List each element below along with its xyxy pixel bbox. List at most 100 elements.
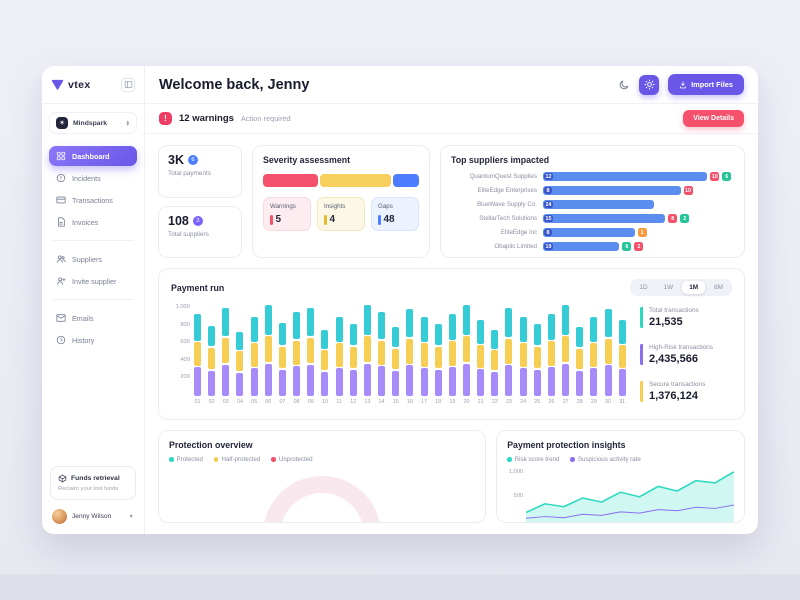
- bar-10: [321, 330, 329, 396]
- stat-value: 3K: [168, 153, 184, 167]
- supplier-row: EliteEdge Enterprises 8 10: [451, 186, 734, 196]
- theme-toggle-button[interactable]: [639, 74, 660, 95]
- range-button-1w[interactable]: 1W: [657, 281, 681, 294]
- bar-31: [618, 320, 626, 396]
- supplier-badge: 10: [683, 186, 693, 196]
- x-label: 21: [477, 399, 484, 405]
- sidebar-item-label: Emails: [72, 313, 94, 323]
- user-plus-icon: [56, 276, 66, 286]
- nav-divider: [52, 240, 134, 241]
- sidebar-item-invite-supplier[interactable]: Invite supplier: [49, 271, 137, 291]
- x-label: 22: [491, 399, 498, 405]
- sidebar-item-emails[interactable]: Emails: [49, 308, 137, 328]
- funds-retrieval-card[interactable]: Funds retrieval Reclaim your lost funds: [50, 466, 136, 500]
- x-label: 12: [350, 399, 357, 405]
- moon-icon[interactable]: [618, 79, 630, 91]
- protection-overview-card: Protection overview Protected Half-protec…: [158, 430, 487, 523]
- severity-item-tick: [378, 214, 381, 225]
- legend-dot: [213, 457, 219, 462]
- bar-05: [250, 316, 258, 396]
- protection-legend: Protected Half-protected Unprotected: [169, 456, 475, 463]
- sidebar-item-transactions[interactable]: Transactions: [49, 190, 137, 210]
- supplier-badge: 2: [680, 214, 690, 224]
- x-label: 13: [364, 399, 371, 405]
- sidebar-item-invoices[interactable]: Invoices: [49, 212, 137, 232]
- severity-item-tick: [324, 214, 327, 225]
- sidebar-item-dashboard[interactable]: Dashboard: [49, 146, 137, 166]
- severity-item-insights: Insights 4: [317, 197, 365, 231]
- severity-item-value: 4: [329, 214, 336, 225]
- insights-title: Payment protection insights: [507, 440, 626, 450]
- severity-item-tick: [270, 214, 273, 225]
- sidebar-item-history[interactable]: History: [49, 330, 137, 350]
- top-suppliers-title: Top suppliers impacted: [451, 155, 550, 165]
- mail-icon: [56, 313, 66, 323]
- warning-count: 12 warnings: [179, 113, 234, 124]
- supplier-count-chip: 8: [544, 229, 552, 237]
- warning-action-text: Action required: [240, 114, 291, 123]
- x-label: 01: [194, 399, 201, 405]
- severity-assessment-card: Severity assessment Warnings 5 Insights 4 Ga…: [252, 145, 430, 258]
- supplier-name: StellarTech Solutions: [479, 215, 537, 223]
- x-label: 29: [590, 399, 597, 405]
- import-files-button[interactable]: Import Files: [668, 74, 744, 95]
- warnings-bar: ! 12 warnings Action required View Detai…: [145, 104, 758, 134]
- avatar: [52, 509, 67, 524]
- user-menu[interactable]: Jenny Wilson ▼: [50, 500, 136, 526]
- workspace-icon: ✶: [56, 117, 68, 129]
- range-button-1d[interactable]: 1D: [632, 281, 654, 294]
- stat-label: Total suppliers: [168, 230, 209, 238]
- range-button-1m[interactable]: 1M: [682, 281, 706, 294]
- bar-20: [462, 304, 470, 396]
- bar-08: [293, 312, 301, 396]
- summary-item: Total transactions 21,535: [640, 307, 732, 328]
- sun-icon: [644, 79, 655, 90]
- time-range-group: 1D 1W 1M 6M: [630, 279, 732, 296]
- severity-stacked-bar: [263, 174, 419, 187]
- nav-divider: [52, 299, 134, 300]
- insights-legend: Risk score trend Suspicious activity rate: [507, 456, 734, 463]
- summary-label: Total transactions: [649, 307, 699, 314]
- bar-19: [448, 313, 456, 396]
- supplier-row: StellarTech Solutions 15 8 2: [451, 214, 734, 224]
- sidebar-item-suppliers[interactable]: Suppliers: [49, 249, 137, 269]
- workspace-name: Mindspark: [73, 119, 107, 127]
- x-label: 07: [279, 399, 286, 405]
- bar-03: [222, 307, 230, 396]
- x-label: 09: [307, 399, 314, 405]
- supplier-bar: 8: [543, 186, 681, 196]
- import-icon: [680, 81, 687, 88]
- supplier-count-chip: 19: [544, 243, 553, 251]
- summary-item: Secure transactions 1,376,124: [640, 381, 732, 402]
- x-label: 15: [392, 399, 399, 405]
- x-label: 04: [236, 399, 243, 405]
- sidebar-item-incidents[interactable]: Incidents: [49, 168, 137, 188]
- funds-subtitle: Reclaim your lost funds: [58, 486, 119, 492]
- x-label: 30: [605, 399, 612, 405]
- funds-title: Funds retrieval: [71, 475, 120, 482]
- y-tick: 1,000: [508, 469, 524, 475]
- supplier-count-chip: 15: [544, 215, 553, 223]
- x-label: 14: [378, 399, 385, 405]
- supplier-name: EliteEdge Enterprises: [477, 187, 537, 195]
- protection-donut-chart: [263, 476, 382, 522]
- bar-15: [392, 327, 400, 396]
- range-button-6m[interactable]: 6M: [707, 281, 730, 294]
- chevron-up-down-icon: ▲ ▼: [125, 118, 130, 127]
- alert-icon: [56, 173, 66, 183]
- severity-item-value: 5: [275, 214, 282, 225]
- summary-label: Secure transactions: [649, 381, 706, 388]
- severity-item-gaps: Gaps 48: [371, 197, 419, 231]
- vtex-logo-icon: [51, 78, 64, 91]
- legend-item: Protected: [169, 456, 203, 463]
- insights-y-axis: 1,000 500: [507, 469, 526, 522]
- severity-item-label: Insights: [324, 203, 346, 210]
- bar-04: [236, 331, 244, 396]
- x-label: 20: [463, 399, 470, 405]
- bar-09: [307, 307, 315, 396]
- sidebar-collapse-icon[interactable]: [121, 77, 135, 92]
- view-details-button[interactable]: View Details: [683, 110, 744, 127]
- stat-card: 3K 6 Total payments: [158, 145, 242, 198]
- supplier-name: EliteEdge inc: [500, 229, 537, 237]
- workspace-selector[interactable]: ✶ Mindspark ▲ ▼: [49, 112, 137, 134]
